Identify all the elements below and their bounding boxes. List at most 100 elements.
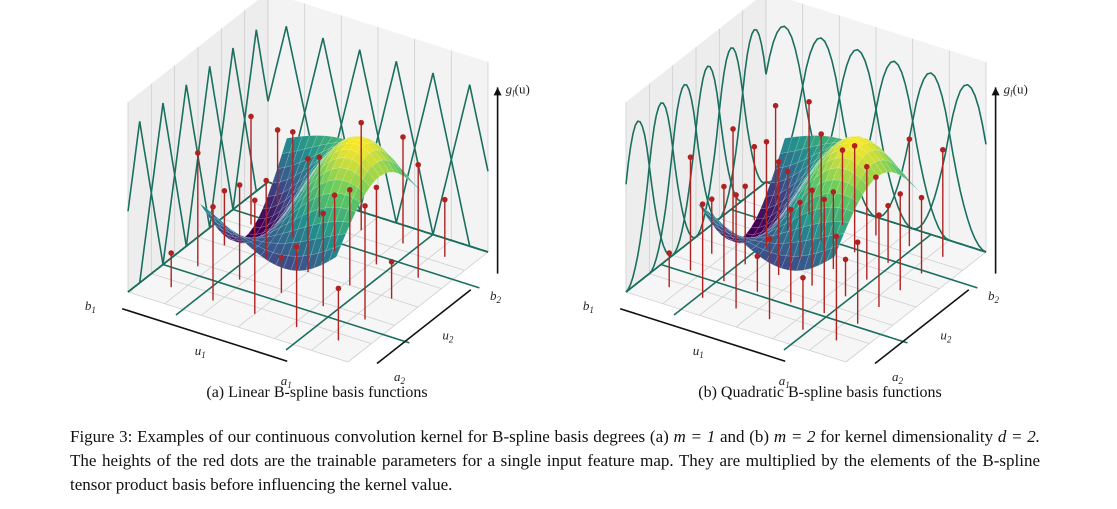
label-b1: b1 [583, 298, 594, 315]
caption-for-kernel: for kernel dimensionality [820, 427, 994, 446]
kernel-surface [199, 135, 424, 272]
parameter-dot [806, 98, 812, 105]
label-b2: b2 [490, 288, 502, 305]
surface-patch [362, 170, 376, 187]
parameter-dot [290, 129, 296, 135]
parameter-dot [347, 187, 353, 193]
parameter-dot [854, 239, 861, 246]
panel-linear-bspline: b1 a1 u1 b2 a2 u2 gl(u) [85, 0, 568, 390]
parameter-dot [263, 177, 269, 184]
parameter-dot [699, 201, 706, 207]
parameter-dot [918, 194, 925, 201]
label-z: gl(u) [1004, 81, 1028, 98]
parameter-dot [742, 183, 748, 190]
parameter-dot [388, 258, 395, 265]
parameter-stems [168, 113, 448, 341]
label-u1: u1 [195, 343, 206, 360]
parameter-dot [833, 233, 840, 240]
boundary-line [162, 263, 410, 344]
parameter-dot [293, 243, 300, 250]
surface-patch [841, 208, 854, 223]
z-axis-arrowhead [991, 87, 1000, 96]
parameter-dot [248, 113, 254, 120]
subcaption-a: (a) Linear B-spline basis functions [206, 384, 428, 401]
caption-m2: m = 2 [773, 427, 816, 446]
caption-m1: m = 1 [673, 427, 716, 446]
label-b1: b1 [85, 298, 96, 315]
surface-patch [352, 187, 366, 203]
surface-patch [367, 165, 381, 181]
z-axis-arrowhead [493, 87, 502, 96]
parameter-dot [851, 142, 858, 149]
surface-patch [376, 159, 390, 174]
parameter-dot [864, 163, 870, 170]
parameter-dot [236, 182, 243, 188]
parameter-dot [885, 202, 891, 209]
parameter-dot [876, 212, 882, 218]
parameter-dot [687, 154, 694, 160]
parameter-dot [335, 285, 342, 292]
basis-curve-v [625, 28, 767, 293]
u1-span-arrow [619, 307, 786, 362]
parameter-dot [830, 189, 837, 195]
parameter-dot [772, 102, 779, 109]
surface-patch [894, 164, 907, 180]
caption-and-b: and (b) [719, 427, 770, 446]
label-a1: a1 [281, 373, 292, 390]
parameter-dot [763, 138, 770, 145]
parameter-dot [331, 192, 338, 199]
figure-caption: Figure 3: Examples of our continuous con… [70, 425, 1040, 497]
parameter-stems [666, 98, 946, 341]
parameter-dot [818, 131, 824, 137]
parameter-dot [221, 188, 228, 194]
parameter-dot [897, 191, 904, 197]
parameter-dot [320, 210, 326, 217]
parameter-dot [721, 183, 727, 190]
parameter-dot [373, 184, 380, 191]
parameter-dot [730, 126, 736, 132]
parameter-dot [766, 235, 773, 242]
parameter-dot [168, 250, 174, 256]
parameter-dot [784, 168, 791, 175]
label-u1: u1 [693, 343, 704, 360]
boundary-line [285, 233, 434, 351]
parameter-dot [788, 206, 794, 213]
parameter-dot [210, 203, 216, 210]
parameter-dot [274, 127, 281, 133]
parameter-dot [940, 146, 946, 153]
parameter-dot [415, 161, 422, 168]
parameter-dot [842, 256, 849, 263]
parameter-dot [733, 192, 739, 198]
parameter-dot [278, 254, 285, 261]
gridline [845, 251, 987, 363]
parameter-dot [195, 150, 201, 156]
parameter-dot [708, 196, 715, 202]
parameter-dot [873, 174, 879, 180]
parameter-dot [751, 143, 758, 150]
parameter-dot [305, 156, 311, 162]
parameter-dot [666, 250, 672, 256]
caption-d2: d = 2. [997, 427, 1041, 446]
parameter-dot [800, 274, 806, 281]
label-a2: a2 [892, 369, 904, 386]
parameter-dot [775, 159, 782, 165]
subcaption-b: (b) Quadratic B-spline basis functions [698, 384, 942, 401]
parameter-dot [252, 197, 258, 204]
label-z: gl(u) [506, 81, 530, 98]
parameter-dot [839, 147, 846, 153]
label-b2: b2 [988, 288, 1000, 305]
surface-patch [889, 161, 903, 177]
parameter-dot [821, 196, 828, 203]
parameter-dot [362, 203, 368, 209]
surface-patch [874, 159, 888, 174]
panel-quadratic-bspline: b1 a1 u1 b2 a2 u2 gl(u) [583, 0, 1066, 390]
caption-prefix: Figure 3: Examples of our continuous con… [70, 427, 669, 446]
u2-span-arrow [376, 289, 472, 365]
parameter-dot [797, 199, 803, 206]
label-u2: u2 [442, 327, 454, 344]
label-u2: u2 [940, 327, 952, 344]
surface-plot-quadratic: b1 a1 u1 b2 a2 u2 gl(u) [583, 0, 1028, 390]
label-a1: a1 [779, 373, 790, 390]
caption-rest: The heights of the red dots are the trai… [70, 451, 1040, 494]
label-a2: a2 [394, 369, 406, 386]
